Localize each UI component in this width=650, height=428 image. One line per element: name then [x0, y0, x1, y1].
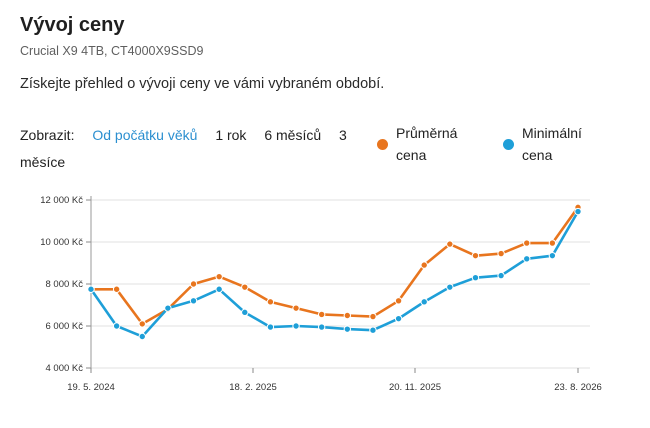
average-price-point — [343, 311, 352, 320]
average-price-point — [215, 272, 223, 281]
minimum-price-point — [497, 271, 505, 280]
intro-text: Získejte přehled o vývoji ceny ve vámi v… — [20, 76, 385, 92]
minimum-price-point — [112, 322, 121, 330]
x-tick-label: 18. 2. 2025 — [229, 382, 277, 393]
minimum-price-point — [189, 297, 198, 305]
average-price-point — [394, 297, 403, 305]
minimum-price-point — [292, 322, 300, 330]
average-price-point — [497, 249, 505, 258]
minimum-price-point — [87, 285, 95, 293]
average-price-point — [369, 312, 377, 321]
minimum-price-point — [523, 255, 531, 263]
filter-option-6-months[interactable]: 6 měsíců — [264, 127, 322, 143]
y-tick-label: 8 000 Kč — [46, 279, 84, 290]
minimum-price-point — [317, 323, 326, 331]
average-price-point — [317, 310, 326, 319]
average-price-point — [241, 283, 249, 291]
period-filter: Zobrazit: Od počátku věků 1 rok 6 měsíců… — [20, 122, 365, 176]
minimum-price-point — [215, 285, 223, 293]
x-tick-label: 23. 8. 2026 — [554, 382, 602, 393]
average-price-point — [112, 285, 121, 293]
average-price-point — [446, 240, 454, 248]
y-tick-label: 10 000 Kč — [40, 237, 83, 248]
filter-option-3-months[interactable]: 3 měsíce — [20, 127, 347, 170]
average-price-point — [548, 239, 557, 247]
average-price-dot-icon — [377, 139, 388, 150]
average-price-point — [266, 298, 275, 306]
minimum-price-point — [471, 274, 480, 282]
average-price-point — [420, 261, 428, 269]
y-tick-label: 4 000 Kč — [46, 363, 84, 374]
legend-item-minimum-price[interactable]: Minimální cena — [503, 122, 602, 166]
average-price-point — [292, 304, 300, 312]
minimum-price-line — [89, 210, 580, 338]
legend-average-label: Průměrná cena — [396, 125, 458, 163]
filter-option-all-time[interactable]: Od počátku věků — [92, 127, 198, 143]
legend-item-average-price[interactable]: Průměrná cena — [377, 122, 476, 166]
average-price-point — [138, 320, 146, 328]
average-price-point — [189, 280, 198, 288]
minimum-price-point — [574, 207, 582, 216]
minimum-price-point — [138, 332, 146, 341]
y-tick-label: 12 000 Kč — [40, 195, 83, 206]
minimum-price-point — [394, 314, 403, 323]
minimum-price-point — [241, 308, 249, 317]
minimum-price-point — [446, 283, 454, 291]
minimum-price-point — [369, 326, 377, 334]
minimum-price-point — [164, 304, 172, 312]
y-tick-label: 6 000 Kč — [46, 321, 84, 332]
minimum-price-dot-icon — [503, 139, 514, 150]
average-price-point — [523, 239, 531, 247]
product-name: Crucial X9 4TB, CT4000X9SSD9 — [20, 44, 204, 58]
filter-option-1-year[interactable]: 1 rok — [215, 127, 247, 143]
minimum-price-point — [420, 298, 428, 306]
x-tick-label: 20. 11. 2025 — [389, 382, 441, 393]
x-tick-label: 19. 5. 2024 — [67, 382, 115, 393]
minimum-price-point — [266, 323, 275, 331]
filter-label: Zobrazit: — [20, 127, 75, 143]
average-price-line — [91, 206, 580, 326]
minimum-price-point — [548, 251, 557, 260]
minimum-price-point — [343, 325, 352, 333]
average-price-point — [471, 251, 480, 260]
page-title: Vývoj ceny — [20, 14, 125, 36]
legend-minimum-label: Minimální cena — [522, 125, 582, 163]
